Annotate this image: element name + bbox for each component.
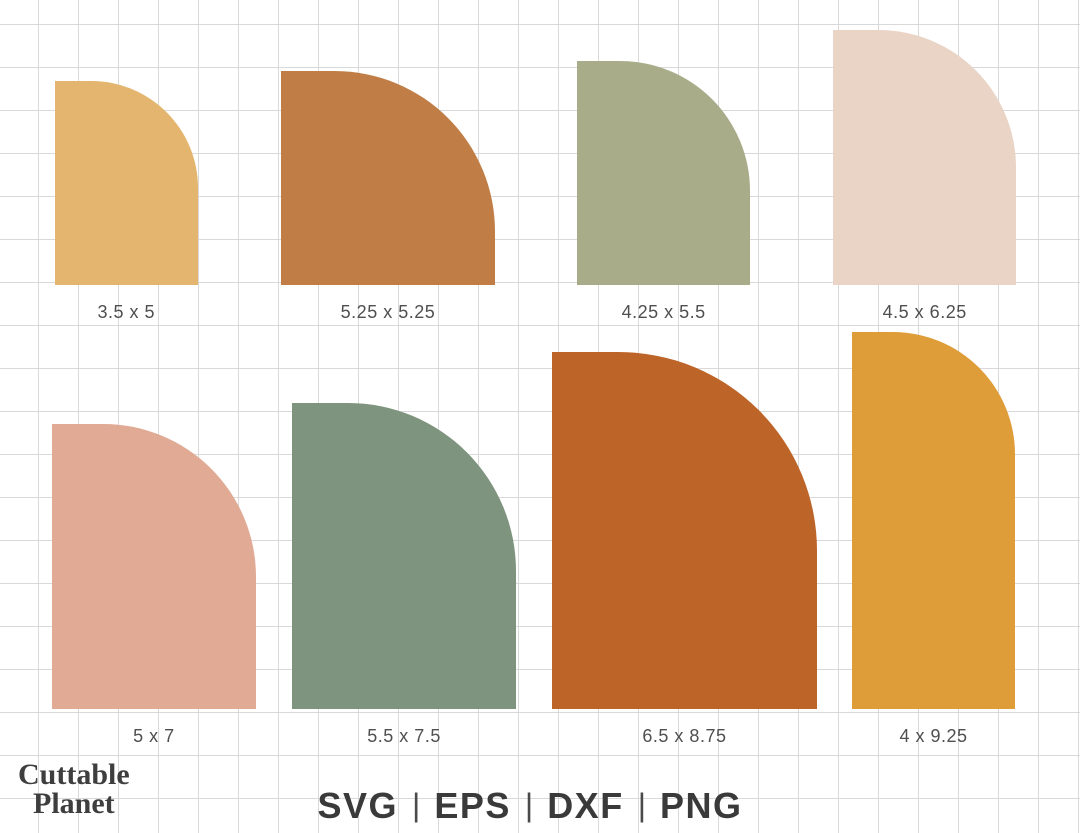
brand-line-1: Cuttable bbox=[18, 758, 130, 791]
size-label: 3.5 x 5 bbox=[97, 302, 156, 322]
format-label-dxf: DXF bbox=[547, 785, 624, 826]
arch-shape bbox=[577, 60, 751, 285]
arch-shape-group: 4.5 x 6.25 bbox=[833, 30, 1017, 323]
size-label: 5.25 x 5.25 bbox=[340, 302, 436, 322]
format-separator: | bbox=[637, 787, 646, 823]
arch-shape-group: 5 x 7 bbox=[52, 423, 256, 747]
arch-shape-group: 6.5 x 8.75 bbox=[552, 352, 817, 747]
format-separator: | bbox=[412, 787, 421, 823]
arch-shape bbox=[52, 423, 256, 709]
size-label: 5 x 7 bbox=[133, 726, 175, 746]
size-label: 4.5 x 6.25 bbox=[882, 302, 967, 322]
brand-line-2: Planet bbox=[33, 787, 115, 821]
format-separator: | bbox=[524, 787, 534, 823]
arch-shape-group: 5.5 x 7.5 bbox=[292, 403, 517, 747]
format-label-svg: SVG bbox=[317, 785, 399, 826]
arch-shape-group: 4.25 x 5.5 bbox=[577, 60, 751, 323]
arch-shape bbox=[833, 30, 1017, 285]
size-label: 4.25 x 5.5 bbox=[621, 302, 706, 322]
arch-shape bbox=[281, 71, 495, 285]
file-formats-list: SVG | EPS | DXF | PNG bbox=[0, 785, 1060, 827]
arch-shape bbox=[852, 332, 1015, 709]
arch-shape-group: 5.25 x 5.25 bbox=[281, 71, 495, 323]
size-label: 4 x 9.25 bbox=[899, 726, 968, 746]
arch-shape bbox=[292, 403, 517, 709]
format-label-png: PNG bbox=[660, 785, 743, 826]
arch-shape bbox=[552, 352, 817, 709]
brand-logo: Cuttable Planet bbox=[18, 758, 130, 821]
size-label: 6.5 x 8.75 bbox=[642, 726, 727, 746]
size-label: 5.5 x 7.5 bbox=[367, 726, 441, 746]
arch-shape-group: 4 x 9.25 bbox=[852, 332, 1015, 747]
arch-shape-group: 3.5 x 5 bbox=[55, 81, 198, 323]
format-label-eps: EPS bbox=[434, 785, 511, 826]
arch-shape bbox=[55, 81, 198, 285]
